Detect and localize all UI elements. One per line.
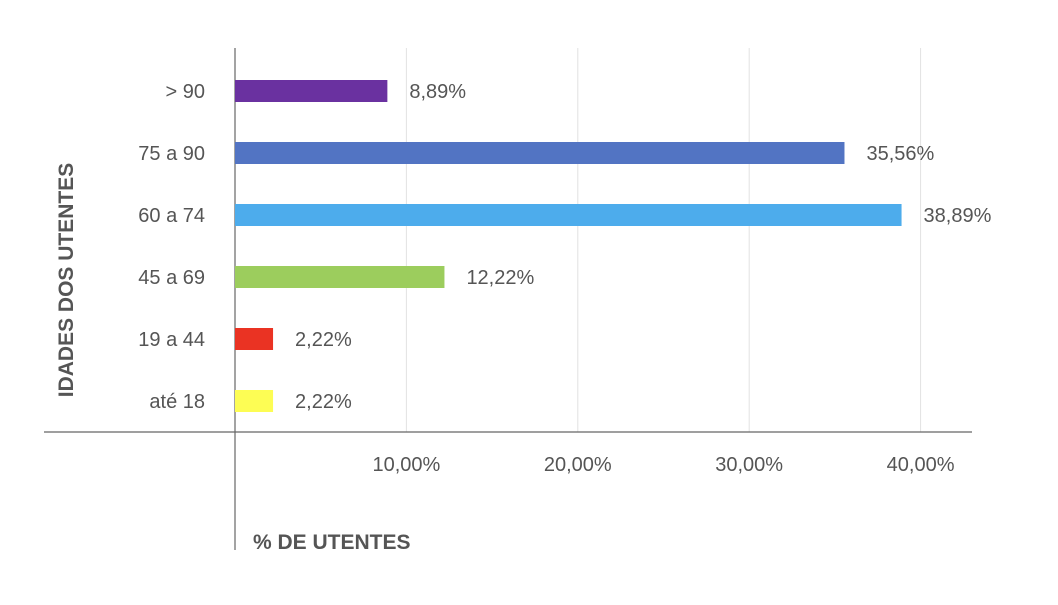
category-label: até 18 — [149, 391, 205, 413]
category-label: 75 a 90 — [138, 143, 205, 165]
x-tick-label: 30,00% — [715, 454, 783, 476]
bar — [235, 390, 274, 412]
x-tick-label: 10,00% — [372, 454, 440, 476]
category-labels: > 90 75 a 90 60 a 74 45 a 69 19 a 44 até 18 — [138, 81, 205, 413]
bars — [235, 80, 902, 412]
category-label: 60 a 74 — [138, 205, 205, 227]
x-tick-label: 20,00% — [544, 454, 612, 476]
y-axis-title: IDADES DOS UTENTES — [55, 163, 78, 398]
value-label: 12,22% — [466, 267, 534, 289]
gridlines — [405, 48, 922, 432]
bar — [235, 142, 845, 164]
category-label: 45 a 69 — [138, 267, 205, 289]
value-label: 8,89% — [409, 81, 466, 103]
x-axis-title: % DE UTENTES — [253, 531, 411, 554]
x-tick-label: 40,00% — [887, 454, 955, 476]
value-label: 2,22% — [295, 391, 352, 413]
value-label: 2,22% — [295, 329, 352, 351]
bar — [235, 204, 902, 226]
bar — [235, 328, 274, 350]
bar — [235, 266, 445, 288]
category-label: > 90 — [166, 81, 205, 103]
value-label: 38,89% — [924, 205, 992, 227]
category-label: 19 a 44 — [138, 329, 205, 351]
value-labels: 8,89% 35,56% 38,89% 12,22% 2,22% 2,22% — [295, 81, 992, 413]
value-label: 35,56% — [866, 143, 934, 165]
bar — [235, 80, 388, 102]
x-tick-labels: 10,00% 20,00% 30,00% 40,00% — [372, 454, 954, 476]
